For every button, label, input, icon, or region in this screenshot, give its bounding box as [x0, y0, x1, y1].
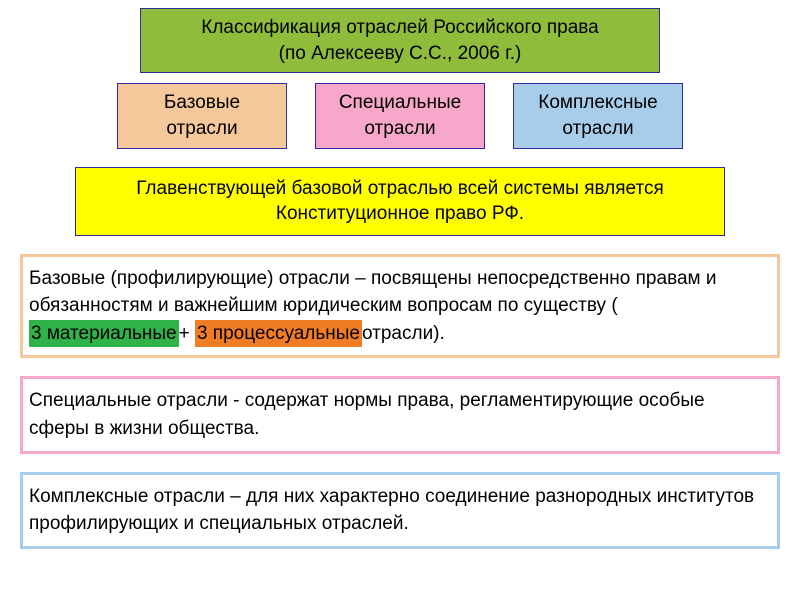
category-complex: Комплексные отрасли	[513, 83, 683, 148]
highlight-procedural: 3 процессуальные	[195, 320, 362, 348]
header-line1: Классификация отраслей Российского права	[149, 15, 651, 41]
highlight-material: 3 материальные	[29, 320, 179, 348]
category-special: Специальные отрасли	[315, 83, 485, 148]
category-special-line2: отрасли	[320, 116, 480, 142]
desc-special-text: Специальные отрасли - содержат нормы пра…	[29, 390, 705, 439]
desc-basic-block: Базовые (профилирующие) отрасли – посвящ…	[20, 254, 780, 359]
constitutional-line2: Конституционное право РФ.	[86, 201, 714, 227]
desc-basic-after: отрасли).	[362, 323, 445, 344]
desc-basic-before: Базовые (профилирующие) отрасли – посвящ…	[29, 268, 716, 317]
desc-basic-mid: +	[179, 323, 195, 344]
desc-special-block: Специальные отрасли - содержат нормы пра…	[20, 376, 780, 453]
header-line2: (по Алексееву С.С., 2006 г.)	[149, 41, 651, 67]
category-special-line1: Специальные	[320, 90, 480, 116]
category-basic: Базовые отрасли	[117, 83, 287, 148]
constitutional-law-block: Главенствующей базовой отраслью всей сис…	[75, 167, 725, 236]
category-complex-line2: отрасли	[518, 116, 678, 142]
desc-complex-block: Комплексные отрасли – для них характерно…	[20, 472, 780, 549]
category-basic-line2: отрасли	[122, 116, 282, 142]
header-box: Классификация отраслей Российского права…	[140, 8, 660, 73]
categories-row: Базовые отрасли Специальные отрасли Комп…	[16, 83, 784, 148]
constitutional-line1: Главенствующей базовой отраслью всей сис…	[86, 176, 714, 202]
category-basic-line1: Базовые	[122, 90, 282, 116]
category-complex-line1: Комплексные	[518, 90, 678, 116]
desc-complex-text: Комплексные отрасли – для них характерно…	[29, 486, 754, 535]
